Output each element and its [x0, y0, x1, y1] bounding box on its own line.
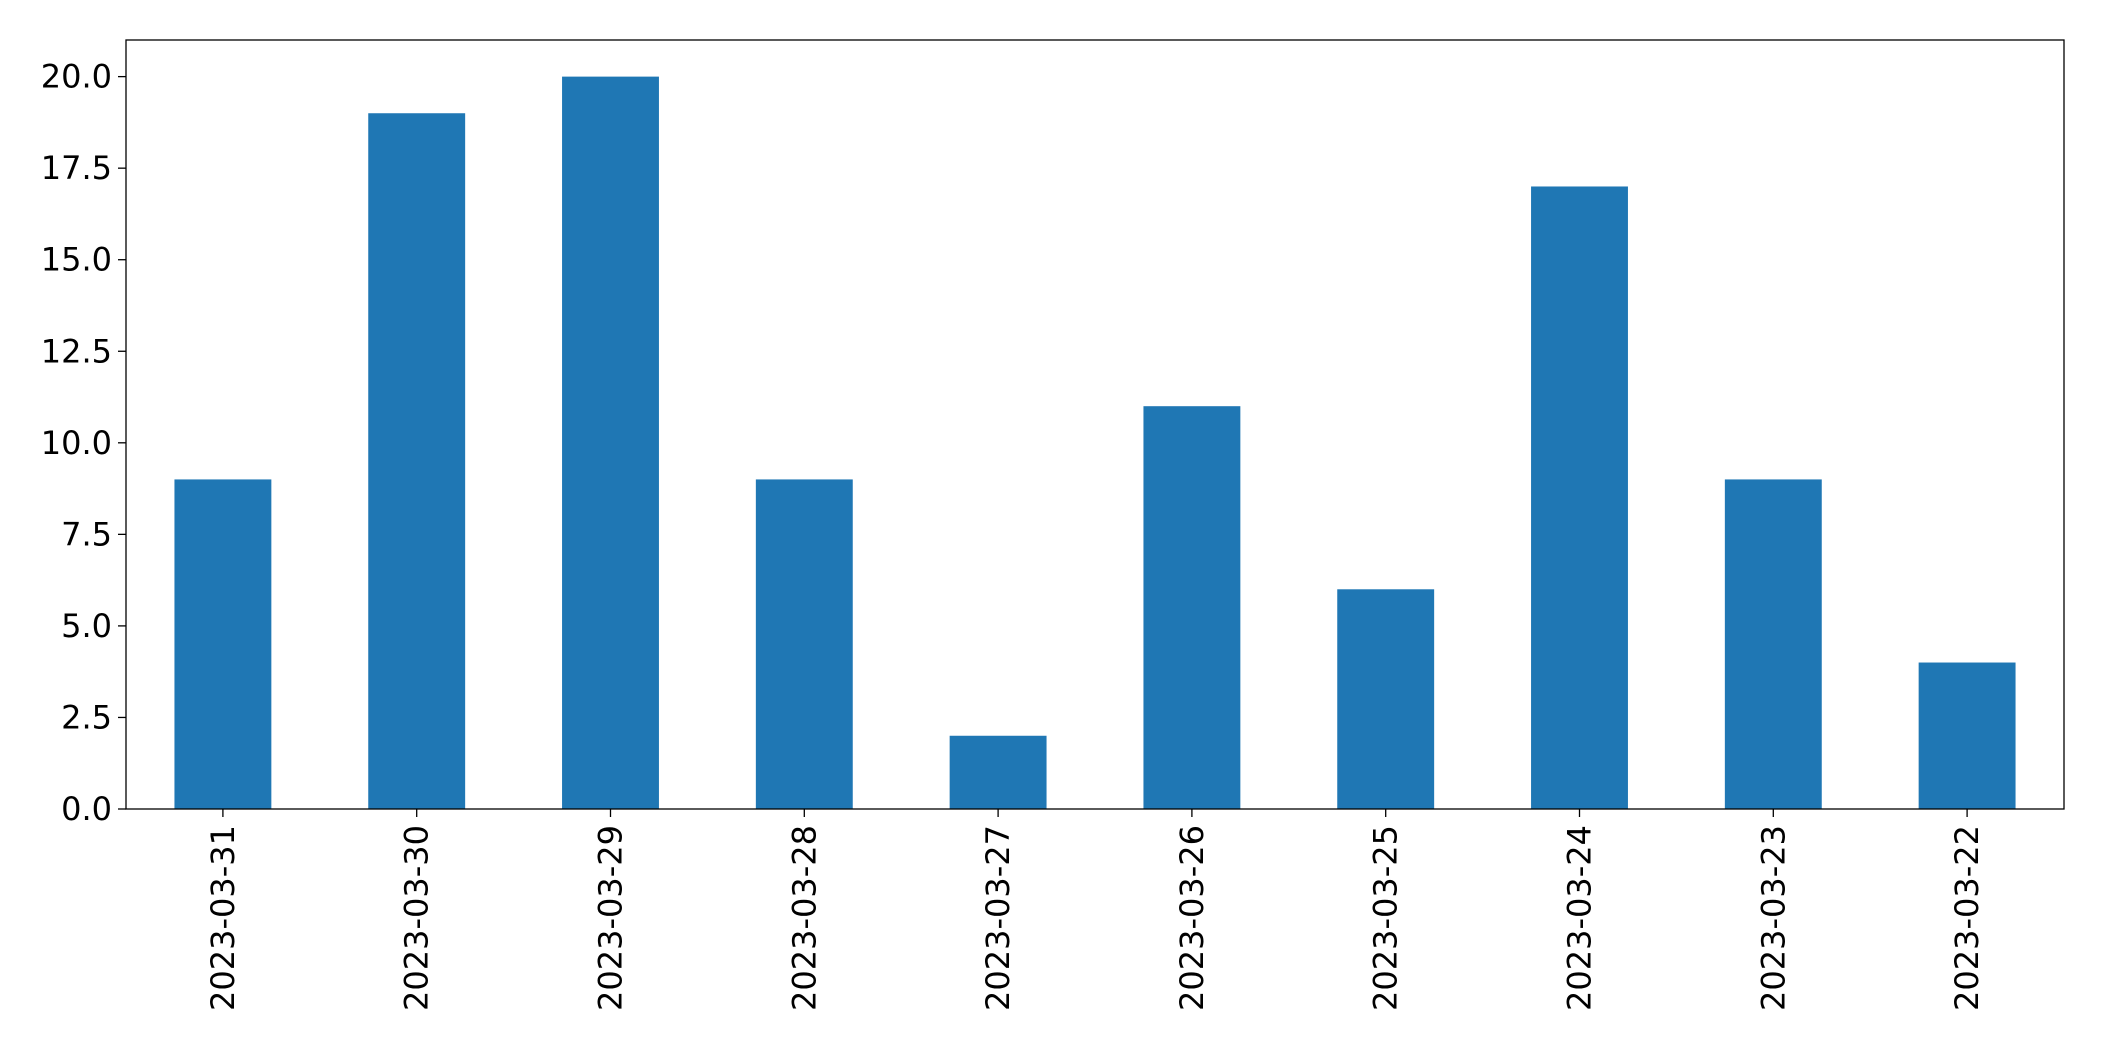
- plot-frame: [125, 39, 2065, 810]
- bar: [1531, 186, 1628, 809]
- y-tick-label: 0.0: [61, 790, 112, 828]
- y-tick-label: 10.0: [41, 424, 112, 462]
- x-tick-label: 2023-03-30: [398, 825, 436, 1011]
- y-tick-label: 12.5: [41, 332, 112, 370]
- bar: [174, 479, 272, 809]
- x-tick-label: 2023-03-26: [1173, 825, 1211, 1011]
- y-tick-label: 7.5: [61, 515, 112, 553]
- y-tick-label: 15.0: [41, 241, 112, 279]
- y-tick-label: 5.0: [61, 607, 112, 645]
- x-tick-label: 2023-03-22: [1948, 825, 1986, 1011]
- bar: [368, 113, 466, 809]
- bar: [1724, 479, 1822, 809]
- bar: [1337, 589, 1435, 809]
- x-tick-label: 2023-03-23: [1754, 825, 1792, 1011]
- x-tick-label: 2023-03-27: [979, 825, 1017, 1011]
- bar: [1143, 406, 1241, 809]
- y-tick-label: 20.0: [41, 58, 112, 96]
- x-tick-label: 2023-03-24: [1561, 825, 1599, 1011]
- x-tick-label: 2023-03-29: [592, 825, 630, 1011]
- bar: [949, 735, 1047, 809]
- x-tick-label: 2023-03-28: [785, 825, 823, 1011]
- bar: [755, 479, 853, 809]
- y-tick-label: 2.5: [61, 698, 112, 736]
- bar: [1918, 662, 2016, 809]
- x-tick-label: 2023-03-25: [1367, 825, 1405, 1011]
- x-tick-label: 2023-03-31: [204, 825, 242, 1011]
- y-tick-label: 17.5: [41, 149, 112, 187]
- bar: [562, 76, 659, 810]
